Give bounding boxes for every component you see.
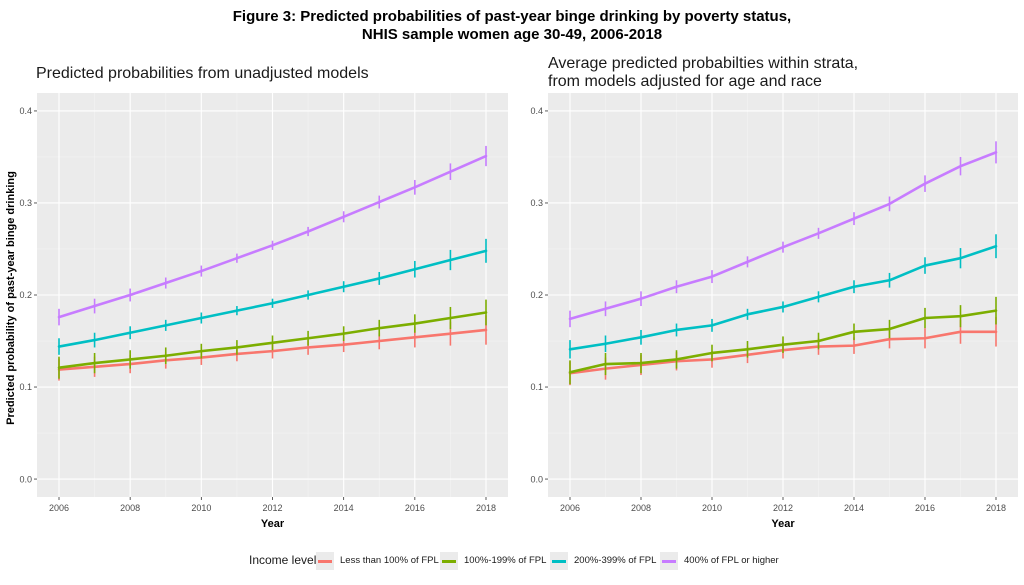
- left-x-tick-label: 2008: [120, 503, 140, 513]
- left-y-tick-label: 0.2: [19, 290, 32, 300]
- legend-key: [660, 552, 678, 570]
- left-y-tick-label: 0.3: [19, 198, 32, 208]
- legend-key: [316, 552, 334, 570]
- right-x-tick-label: 2018: [986, 503, 1006, 513]
- right-x-tick-label: 2014: [844, 503, 864, 513]
- legend-label: Less than 100% of FPL: [340, 555, 439, 566]
- legend: Income level Less than 100% of FPL 100%-…: [0, 552, 1024, 572]
- left-y-tick-label: 0.1: [19, 382, 32, 392]
- right-x-tick-label: 2010: [702, 503, 722, 513]
- right-series-2-line: [568, 309, 998, 374]
- right-series-3-line: [568, 244, 998, 351]
- right-panel-title-line-2: from models adjusted for age and race: [548, 73, 822, 90]
- left-x-tick-label: 2010: [191, 503, 211, 513]
- right-y-tick-label: 0.2: [530, 290, 543, 300]
- right-x-axis-title: Year: [771, 518, 795, 530]
- legend-key: [550, 552, 568, 570]
- left-series-4-line: [57, 154, 488, 319]
- right-y-tick-label: 0.0: [530, 474, 543, 484]
- right-x-tick-label: 2016: [915, 503, 935, 513]
- left-x-axis-title: Year: [261, 518, 285, 530]
- left-panel-title: Predicted probabilities from unadjusted …: [36, 65, 369, 82]
- y-axis-title: Predicted probability of past-year binge…: [5, 171, 17, 425]
- right-y-tick-label: 0.1: [530, 382, 543, 392]
- left-series-3-line: [57, 249, 488, 348]
- left-x-tick-label: 2018: [476, 503, 496, 513]
- left-x-tick-label: 2006: [49, 503, 69, 513]
- charts-canvas: Predicted probability of past-year binge…: [5, 93, 1018, 530]
- right-panel-title-line-1: Average predicted probabilties within st…: [548, 55, 859, 72]
- figure-title-line-2: NHIS sample women age 30-49, 2006-2018: [361, 26, 663, 43]
- left-x-tick-label: 2014: [334, 503, 354, 513]
- legend-label: 400% of FPL or higher: [684, 555, 779, 566]
- legend-label: 100%-199% of FPL: [464, 555, 547, 566]
- left-y-tick-label: 0.4: [19, 106, 32, 116]
- right-series-4-line: [568, 151, 998, 321]
- right-x-tick-label: 2012: [773, 503, 793, 513]
- right-y-tick-label: 0.4: [530, 106, 543, 116]
- right-x-tick-label: 2006: [560, 503, 580, 513]
- left-y-tick-label: 0.0: [19, 474, 32, 484]
- figure-title-line-1: Figure 3: Predicted probabilities of pas…: [232, 8, 792, 25]
- right-y-tick-label: 0.3: [530, 198, 543, 208]
- legend-key: [440, 552, 458, 570]
- left-x-tick-label: 2012: [262, 503, 282, 513]
- left-series-2-line: [57, 311, 488, 370]
- left-x-tick-label: 2016: [405, 503, 425, 513]
- legend-label: 200%-399% of FPL: [574, 555, 657, 566]
- legend-title: Income level: [249, 553, 317, 567]
- right-x-tick-label: 2008: [631, 503, 651, 513]
